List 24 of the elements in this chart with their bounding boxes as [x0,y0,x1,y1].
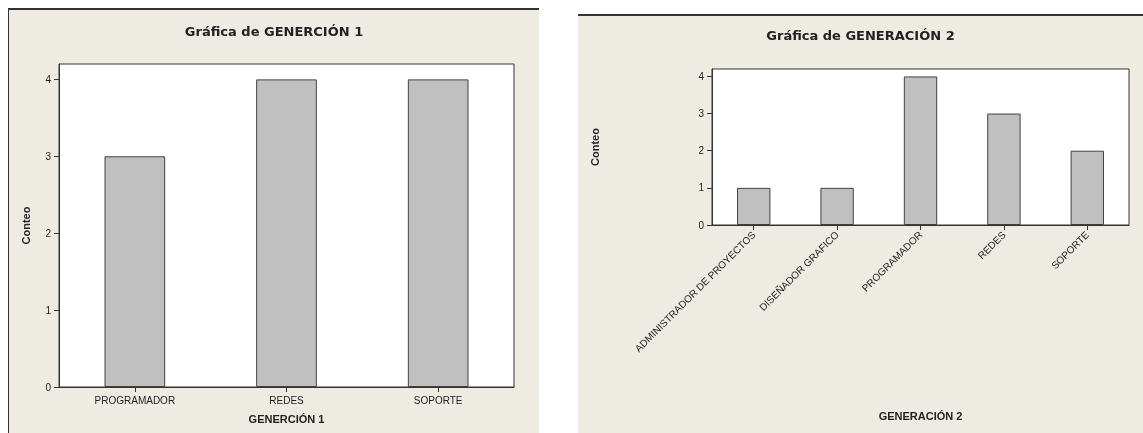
y-axis-title: Conteo [19,206,32,245]
bar [820,187,854,225]
chart-title: Gráfica de GENERACIÓN 2 [766,28,955,43]
y-tick-label: 0 [698,219,705,231]
bar [987,113,1021,225]
y-tick-label: 1 [698,182,705,194]
bar [737,187,771,225]
x-axis-title: GENERACIÓN 2 [878,409,963,422]
y-tick-label: 1 [45,304,52,316]
y-tick-label: 4 [45,73,52,85]
x-tick-label: REDES [269,394,305,406]
y-tick-label: 3 [698,108,705,120]
x-axis-title: GENERCIÓN 1 [248,412,325,425]
chart-title: Gráfica de GENERCIÓN 1 [184,24,364,39]
bar [1070,150,1104,225]
y-tick-label: 2 [698,145,705,157]
y-tick-label: 0 [45,381,52,393]
x-tick-label: PROGRAMADOR [94,394,176,406]
bar [903,76,938,225]
y-tick-label: 2 [45,227,52,239]
y-tick-label: 4 [698,70,705,82]
x-tick-label: SOPORTE [413,394,463,406]
y-axis-title: Conteo [588,127,601,166]
y-tick-label: 3 [45,150,52,162]
